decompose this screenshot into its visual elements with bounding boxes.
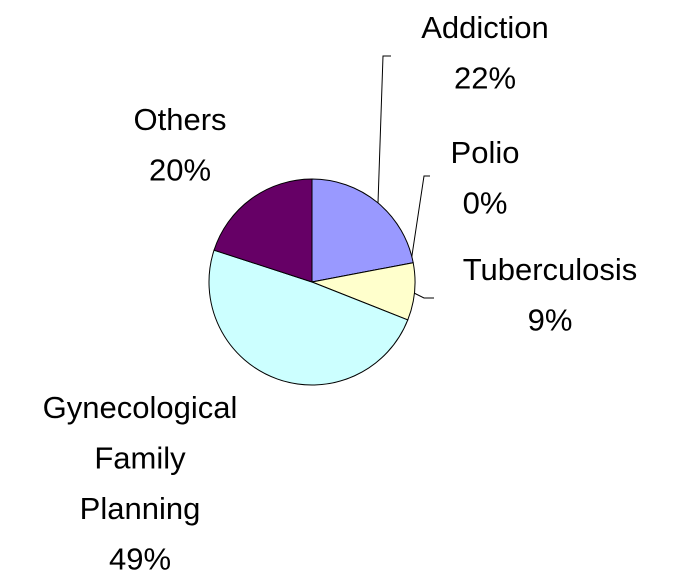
value-label: 20% [149, 153, 211, 188]
pie-slice [311, 178, 414, 283]
category-label: Addiction [421, 10, 549, 45]
label-line: Family [94, 441, 186, 476]
category-label: Gynecological Family Planning [43, 390, 238, 526]
leader-line [377, 55, 391, 204]
leader-line [410, 175, 430, 263]
value-label: 49% [109, 542, 171, 575]
label-line: Gynecological [43, 390, 238, 425]
value-label: 9% [528, 303, 573, 338]
label-line: Planning [80, 491, 201, 526]
label-line: Others [133, 102, 226, 137]
label-line: Addiction [421, 10, 549, 45]
pie-slice [208, 249, 409, 386]
label-line: Polio [451, 135, 520, 170]
slices [208, 178, 416, 386]
leader-line [411, 291, 434, 299]
category-label: Others [133, 102, 226, 137]
label-line: Tuberculosis [463, 252, 638, 287]
value-label: 22% [454, 61, 516, 96]
value-label: 0% [463, 186, 508, 221]
category-label: Tuberculosis [463, 252, 638, 287]
category-label: Polio [451, 135, 520, 170]
pie-slice [213, 178, 313, 283]
